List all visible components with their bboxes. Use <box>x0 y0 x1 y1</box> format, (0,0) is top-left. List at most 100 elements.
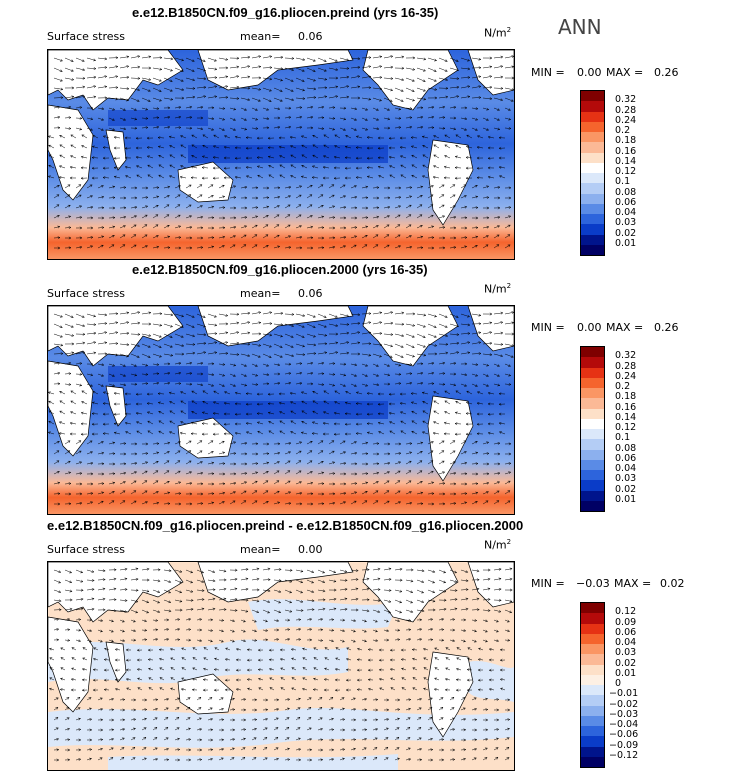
stress-arrow <box>291 657 297 661</box>
stress-arrow <box>499 658 506 662</box>
stress-arrow <box>163 115 171 119</box>
stress-arrow <box>339 569 348 573</box>
stress-arrow <box>416 747 423 751</box>
colorbar-swatch <box>581 367 604 378</box>
stress-arrow <box>493 107 501 111</box>
stress-arrow <box>218 184 225 189</box>
stress-arrow <box>218 226 226 230</box>
stress-arrow <box>493 609 502 613</box>
stress-arrow <box>97 619 104 622</box>
stress-arrow <box>289 145 297 149</box>
stress-arrow <box>471 629 478 633</box>
stress-arrow <box>251 206 259 210</box>
stress-arrow <box>58 421 66 425</box>
stress-arrow <box>372 728 379 731</box>
panel-3-mean-label: mean= <box>240 543 281 556</box>
stress-arrow <box>284 491 292 495</box>
stress-arrow <box>234 175 242 179</box>
stress-arrow <box>449 607 458 611</box>
stress-arrow <box>49 677 55 681</box>
stress-arrow <box>328 245 336 249</box>
stress-arrow <box>119 442 127 445</box>
stress-arrow <box>119 321 130 325</box>
stress-arrow <box>64 67 74 72</box>
stress-arrow <box>64 707 70 711</box>
stress-arrow <box>102 156 110 160</box>
stress-arrow <box>416 381 424 385</box>
stress-arrow <box>174 492 182 495</box>
stress-arrow <box>245 136 253 140</box>
stress-arrow <box>53 628 60 631</box>
stress-arrow <box>207 607 216 611</box>
stress-arrow <box>130 353 140 358</box>
stress-arrow <box>86 618 93 622</box>
stress-arrow <box>279 430 286 435</box>
stress-arrow <box>493 708 500 712</box>
stress-arrow <box>75 588 84 592</box>
stress-arrow <box>284 343 294 348</box>
stress-arrow <box>372 500 379 505</box>
stress-arrow <box>92 688 99 692</box>
stress-arrow <box>389 658 396 662</box>
stress-arrow <box>438 607 447 611</box>
stress-arrow <box>191 144 198 149</box>
stress-arrow <box>493 500 500 505</box>
stress-arrow <box>229 383 237 387</box>
panel-3-title: e.e12.B1850CN.f09_g16.pliocen.preind - e… <box>47 518 524 533</box>
stress-arrow <box>191 400 198 405</box>
stress-arrow <box>240 97 251 101</box>
stress-arrow <box>273 186 281 190</box>
stress-arrow <box>372 321 383 325</box>
stress-arrow <box>48 400 55 405</box>
stress-arrow <box>102 166 110 170</box>
stress-arrow <box>328 697 334 701</box>
stress-arrow <box>163 599 172 604</box>
stress-arrow <box>86 205 94 209</box>
stress-arrow <box>422 154 429 159</box>
stress-arrow <box>137 677 143 681</box>
stress-arrow <box>179 431 187 435</box>
stress-arrow <box>427 758 434 762</box>
stress-arrow <box>471 66 482 70</box>
stress-arrow <box>273 372 281 376</box>
stress-arrow <box>504 244 511 249</box>
stress-arrow <box>207 738 214 742</box>
stress-arrow <box>262 578 271 582</box>
stress-arrow <box>460 569 469 573</box>
colorbar-tick-label: 0.24 <box>615 114 637 126</box>
colorbar-tick-label: −0.09 <box>609 739 639 751</box>
stress-arrow <box>378 648 385 652</box>
stress-arrow <box>405 727 411 731</box>
stress-arrow <box>449 323 460 328</box>
stress-arrow <box>174 362 182 365</box>
stress-arrow <box>488 658 495 662</box>
stress-arrow <box>306 57 316 62</box>
stress-arrow <box>361 127 369 131</box>
stress-arrow <box>141 737 147 741</box>
stress-arrow <box>273 245 281 249</box>
stress-arrow <box>328 450 335 455</box>
stress-arrow <box>284 441 292 445</box>
colorbar-tick-label: 0.06 <box>615 452 637 464</box>
colorbar-swatch <box>581 203 604 214</box>
stress-arrow <box>322 411 330 415</box>
stress-arrow <box>53 569 62 573</box>
stress-arrow <box>394 372 402 376</box>
stress-arrow <box>284 737 290 741</box>
stress-arrow <box>306 105 314 109</box>
stress-arrow <box>400 658 407 662</box>
stress-arrow <box>218 608 227 611</box>
stress-arrow <box>229 206 237 210</box>
stress-arrow <box>207 440 214 445</box>
stress-arrow <box>207 588 216 592</box>
stress-arrow <box>163 371 171 375</box>
stress-arrow <box>284 480 291 485</box>
stress-arrow <box>234 422 242 426</box>
stress-arrow <box>493 55 504 59</box>
stress-arrow <box>355 391 363 395</box>
stress-arrow <box>350 597 359 601</box>
colorbar-swatch <box>581 418 604 429</box>
stress-arrow <box>317 215 325 219</box>
stress-arrow <box>284 323 295 328</box>
stress-arrow <box>323 144 330 149</box>
